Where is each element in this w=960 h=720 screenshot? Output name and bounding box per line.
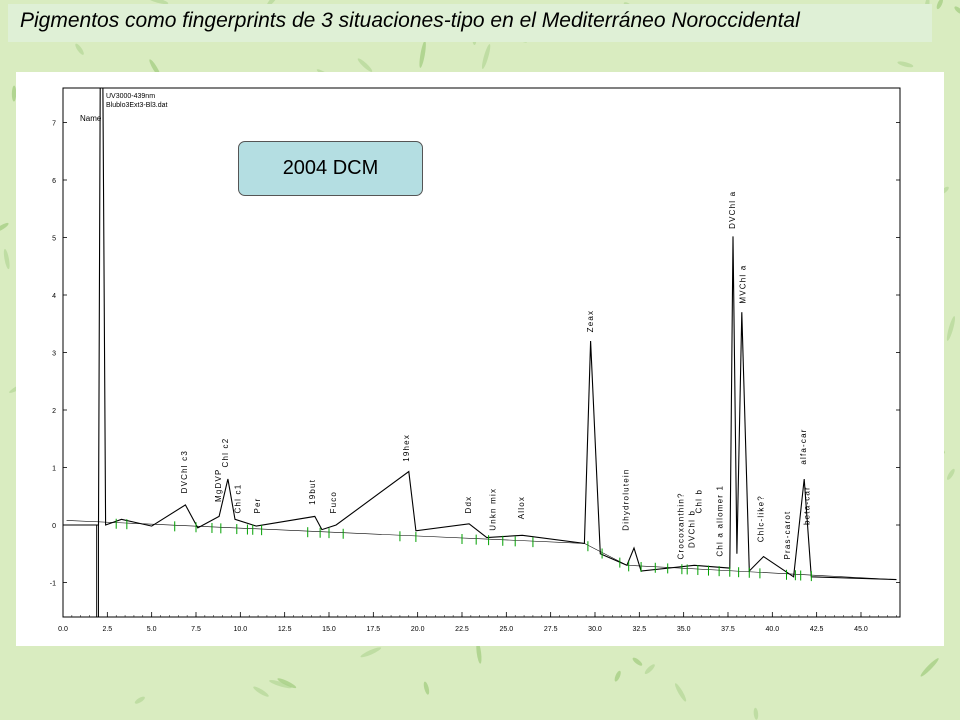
x-tick-label: 10.0 [234, 626, 248, 633]
x-tick-label: 42.5 [810, 626, 824, 633]
background-leaf [277, 678, 297, 689]
x-tick-label: 2.5 [102, 626, 112, 633]
x-tick-label: 20.0 [411, 626, 425, 633]
chart-header-line: Blublo3Ext3-Bl3.dat [106, 102, 168, 109]
peak-label: Fuco [329, 491, 338, 514]
x-tick-label: 30.0 [588, 626, 602, 633]
chromatogram-trace [63, 88, 897, 581]
x-tick-label: 0.0 [58, 626, 68, 633]
peak-label: Chl a allomer 1 [716, 485, 725, 557]
peak-label: DVChl a [728, 191, 737, 229]
y-tick-label: 2 [52, 408, 56, 415]
peak-label: Ddx [464, 496, 473, 514]
x-tick-label: 5.0 [147, 626, 157, 633]
chart-header-name: Name [80, 114, 102, 123]
x-tick-label: 25.0 [500, 626, 514, 633]
y-tick-label: 3 [52, 351, 56, 358]
background-leaf [753, 707, 759, 720]
x-tick-label: 40.0 [766, 626, 780, 633]
peak-label: MVChl a [739, 265, 748, 304]
peak-label: DVChl b [687, 510, 696, 548]
plot-frame [62, 87, 901, 618]
background-leaf [419, 40, 426, 68]
background-leaf [644, 664, 655, 675]
y-tick-label: 1 [52, 466, 56, 473]
peak-label: Chl c2 [221, 438, 230, 468]
peak-label: Chl b [694, 489, 703, 514]
background-leaf [632, 657, 643, 666]
peak-label: alfa-car [799, 428, 808, 464]
slide-title: Pigmentos como fingerprints de 3 situaci… [20, 9, 800, 32]
background-leaf [954, 6, 960, 14]
chart-panel: UV3000-439nm Blublo3Ext3-Bl3.dat Name -1 0 1 2… [16, 72, 944, 646]
background-leaf [266, 0, 279, 8]
peak-label: 19but [308, 479, 317, 505]
integration-baseline [66, 520, 897, 580]
background-leaf [614, 670, 621, 682]
x-tick-label: 35.0 [677, 626, 691, 633]
y-tick-label: 0 [52, 523, 56, 530]
solvent-front-line [96, 525, 99, 617]
background-leaf [675, 683, 687, 702]
x-tick-label: 17.5 [367, 626, 381, 633]
x-tick-label: 37.5 [721, 626, 735, 633]
x-tick-label: 45.0 [854, 626, 868, 633]
background-leaf [947, 468, 955, 480]
peak-label: Crocoxanthin? [677, 492, 686, 559]
peak-label: Per [253, 497, 262, 513]
x-tick-label: 7.5 [191, 626, 201, 633]
plot-area: UV3000-439nmBlublo3Ext3-Bl3.datName-1012… [50, 87, 901, 633]
x-tick-label: 12.5 [278, 626, 292, 633]
peak-label: MgDVP [214, 468, 223, 502]
x-tick-label: 15.0 [322, 626, 336, 633]
background-leaf [75, 43, 84, 55]
background-leaf [360, 647, 382, 658]
background-leaf [357, 58, 373, 72]
peak-label: Dihydrolutein [622, 468, 631, 530]
y-tick-label: 7 [52, 121, 56, 128]
background-leaf [3, 248, 10, 270]
x-tick-label: 22.5 [455, 626, 469, 633]
background-leaf [253, 686, 269, 697]
background-leaf [946, 316, 956, 341]
y-tick-label: -1 [50, 581, 56, 588]
y-tick-label: 4 [52, 293, 56, 300]
background-leaf [936, 0, 944, 10]
peak-label: Zeax [586, 310, 595, 333]
peak-label: Pras-carot [783, 511, 792, 560]
background-leaf [269, 680, 292, 689]
x-tick-label: 32.5 [633, 626, 647, 633]
peak-label: Allox [517, 496, 526, 519]
background-leaf [0, 222, 9, 232]
background-leaf [147, 0, 169, 5]
background-leaf [423, 681, 430, 695]
peak-label: 19hex [402, 434, 411, 462]
background-leaf [897, 61, 914, 68]
peak-label: Chlc-like? [756, 495, 765, 542]
background-leaf [476, 641, 482, 664]
background-leaf [920, 658, 939, 677]
peak-label: beta-car [803, 486, 812, 525]
peak-label: Chl c1 [233, 484, 242, 514]
y-tick-label: 6 [52, 178, 56, 185]
background-leaf [481, 44, 491, 69]
chromatogram-chart: UV3000-439nmBlublo3Ext3-Bl3.datName-1012… [50, 87, 901, 633]
peak-label: DVChl c3 [180, 450, 189, 493]
x-tick-label: 27.5 [544, 626, 558, 633]
chart-header-line: UV3000-439nm [106, 93, 155, 100]
background-leaf [11, 85, 17, 102]
sample-label-box: 2004 DCM [238, 141, 423, 196]
background-leaf [134, 696, 145, 704]
title-band [8, 4, 932, 42]
y-tick-label: 5 [52, 236, 56, 243]
peak-label: Unkn mix [489, 488, 498, 531]
